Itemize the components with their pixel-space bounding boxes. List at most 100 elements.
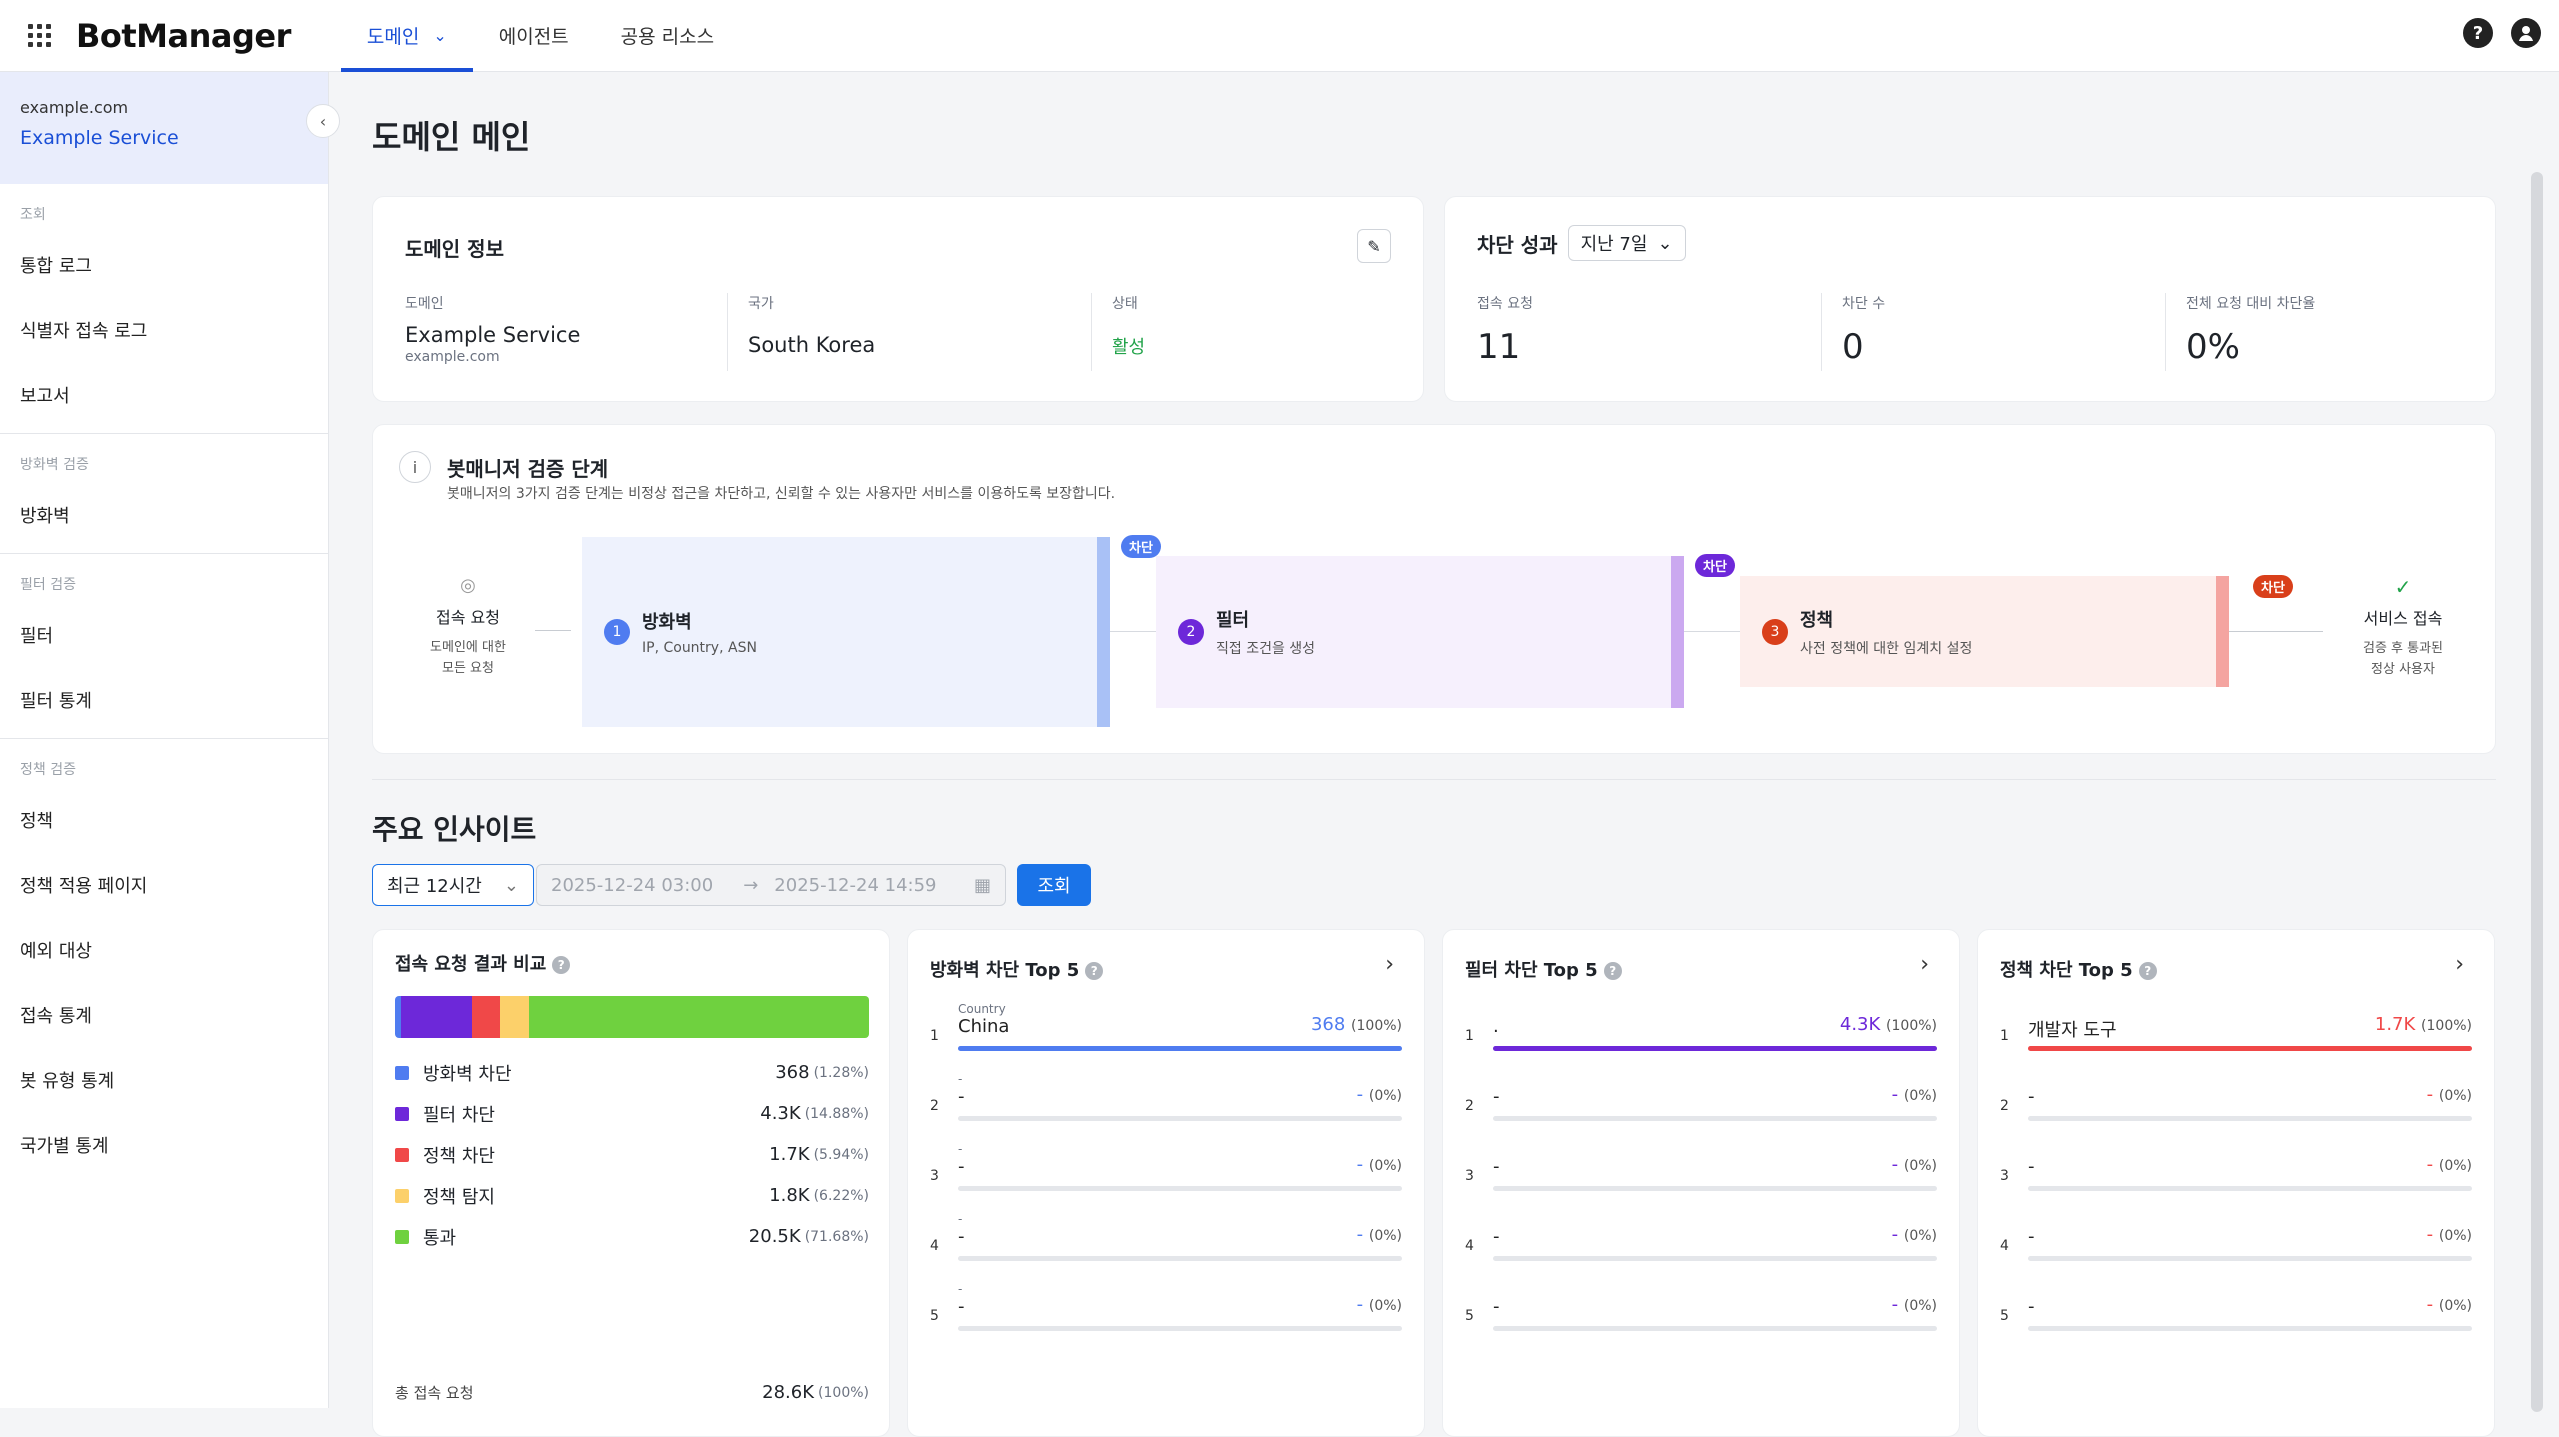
divider [0, 738, 328, 739]
tab-domain[interactable]: 도메인 ⌄ [340, 0, 473, 72]
user-account-icon[interactable] [2511, 18, 2541, 48]
help-icon[interactable]: ? [1603, 962, 1622, 980]
top-bar: BotManager 도메인 ⌄ 에이전트 공용 리소스 ? [0, 0, 2559, 72]
stacked-bar [395, 996, 869, 1038]
flow-step-number: 3 [1762, 618, 1788, 645]
top5-row: 5-- (0%) [2000, 1282, 2472, 1352]
sidebar-item-exceptions[interactable]: 예외 대상 [20, 940, 92, 962]
top5-rank: 5 [930, 1308, 939, 1324]
status-label: 상태 [1112, 296, 1138, 312]
top5-pct: (0%) [2438, 1158, 2472, 1174]
range-select[interactable]: 최근 12시간 ⌄ [372, 864, 534, 906]
total-label: 총 접속 요청 [395, 1384, 474, 1402]
help-icon[interactable]: ? [552, 956, 571, 974]
search-button[interactable]: 조회 [1017, 864, 1091, 906]
top5-card-filter[interactable]: 필터 차단 Top 5? › 1. 4.3K (100%) 2- - (0%) 3- - … [1442, 929, 1960, 1437]
legend-value: 1.8K [769, 1185, 810, 1206]
chevron-right-icon[interactable]: › [1385, 952, 1394, 977]
top5-card-policy[interactable]: 정책 차단 Top 5? › 1 개발자 도구 1.7K (100%) 2- - (0%… [1977, 929, 2495, 1437]
metric-block-rate: 전체 요청 대비 차단율 0% [2165, 293, 2465, 371]
top5-bar-track [958, 1046, 1402, 1051]
help-icon[interactable]: ? [2463, 18, 2493, 48]
help-icon[interactable]: ? [2138, 962, 2157, 980]
top5-pct: (0%) [1903, 1158, 1937, 1174]
sidebar-collapse-button[interactable]: ‹ [306, 104, 340, 138]
app-grid-icon[interactable] [20, 17, 58, 55]
tab-agent[interactable]: 에이전트 [473, 0, 595, 72]
sidebar-domain-header[interactable]: example.com Example Service [0, 72, 328, 184]
domain-info-title: 도메인 정보 [405, 237, 504, 261]
legend-pct: (5.94%) [813, 1146, 869, 1163]
top5-title: 필터 차단 Top 5 [1465, 960, 1598, 981]
legend-label: 통과 [423, 1227, 457, 1249]
domain-label: 도메인 [405, 296, 444, 312]
top5-row: 4-- (0%) [1465, 1212, 1937, 1282]
edit-icon[interactable]: ✎ [1357, 229, 1391, 263]
top5-row: 4-- (0%) [2000, 1212, 2472, 1282]
legend-value: 1.7K [769, 1144, 810, 1165]
legend-pct: (1.28%) [813, 1064, 869, 1081]
top5-name: - [1493, 1226, 1500, 1247]
flow-end-sub2: 정상 사용자 [2371, 662, 2435, 677]
top5-subtitle: - [958, 1072, 963, 1086]
date-range-picker[interactable]: 2025-12-24 03:00 → 2025-12-24 14:59 ▦ [536, 864, 1006, 906]
flow-step-bar [1671, 556, 1684, 708]
top5-value-group: - (0%) [2427, 1084, 2472, 1105]
top5-value: 368 [1310, 1014, 1346, 1035]
top5-list: 1. 4.3K (100%) 2- - (0%) 3- - (0%) 4- - (0%) 5- -… [1465, 1002, 1937, 1352]
sidebar-service: Example Service [20, 127, 179, 149]
sidebar-item-policy-pages[interactable]: 정책 적용 페이지 [20, 875, 148, 897]
legend-swatch [395, 1188, 409, 1203]
flow-step-firewall: 1 방화벽 IP, Country, ASN [582, 537, 1097, 727]
top5-value-group: 1.7K (100%) [2375, 1014, 2472, 1035]
legend-row: 정책 차단 1.7K (5.94%) [395, 1134, 869, 1175]
metric-label: 접속 요청 [1477, 296, 1533, 312]
top5-list: 1 개발자 도구 1.7K (100%) 2- - (0%) 3- - (0%) 4- - (0… [2000, 1002, 2472, 1352]
legend-row: 방화벽 차단 368 (1.28%) [395, 1052, 869, 1093]
top5-bar-track [2028, 1256, 2472, 1261]
flow-step-filter: 2 필터 직접 조건을 생성 [1156, 556, 1671, 708]
sidebar-item-bot-type-stats[interactable]: 봇 유형 통계 [20, 1070, 115, 1092]
top5-pct: (0%) [1903, 1298, 1937, 1314]
sidebar-item-access-stats[interactable]: 접속 통계 [20, 1005, 92, 1027]
domain-info-country: 국가 South Korea [727, 293, 1091, 371]
sidebar-item-filter[interactable]: 필터 [20, 625, 54, 647]
sidebar-item-firewall[interactable]: 방화벽 [20, 505, 70, 527]
sidebar-item-identifier-access-log[interactable]: 식별자 접속 로그 [20, 320, 148, 342]
top5-value: - [2426, 1154, 2434, 1175]
sidebar-item-policy[interactable]: 정책 [20, 810, 54, 832]
chevron-right-icon[interactable]: › [2455, 952, 2464, 977]
chevron-right-icon[interactable]: › [1920, 952, 1929, 977]
sidebar-item-filter-stats[interactable]: 필터 통계 [20, 690, 92, 712]
top5-value-group: - (0%) [2427, 1294, 2472, 1315]
flow-end: ✓ 서비스 접속 검증 후 통과된 정상 사용자 [2333, 575, 2473, 677]
scrollbar[interactable] [2531, 172, 2543, 1412]
block-performance-header: 차단 성과 지난 7일 ⌄ [1477, 225, 1686, 261]
top5-value-group: - (0%) [1892, 1084, 1937, 1105]
arrow-right-icon: → [743, 874, 759, 896]
top5-bar-track [1493, 1046, 1937, 1051]
sidebar-item-country-stats[interactable]: 국가별 통계 [20, 1135, 109, 1157]
flow-step-bar [1097, 537, 1110, 727]
top5-value: 4.3K [1839, 1014, 1881, 1035]
legend-value: 20.5K [748, 1226, 801, 1247]
top5-value: - [1356, 1224, 1364, 1245]
block-badge: 차단 [1121, 535, 1161, 558]
top5-pct: (0%) [1903, 1088, 1937, 1104]
top5-bar-track [958, 1256, 1402, 1261]
top5-value: - [1356, 1084, 1364, 1105]
period-select[interactable]: 지난 7일 ⌄ [1567, 225, 1686, 261]
flow-end-sub1: 검증 후 통과된 [2362, 641, 2444, 656]
stacked-bar-segment [401, 996, 472, 1038]
help-icon[interactable]: ? [1085, 962, 1104, 980]
total-value: 28.6K [762, 1382, 815, 1403]
top5-rank: 4 [2000, 1238, 2009, 1254]
top5-subtitle: - [958, 1212, 963, 1226]
tab-shared-resources[interactable]: 공용 리소스 [595, 0, 740, 72]
sidebar-item-report[interactable]: 보고서 [20, 385, 70, 407]
divider [372, 779, 2496, 780]
sidebar-item-integrated-log[interactable]: 통합 로그 [20, 255, 92, 277]
top5-card-firewall[interactable]: 방화벽 차단 Top 5? › 1 Country China 368 (100%) 2… [907, 929, 1425, 1437]
top5-rank: 2 [2000, 1098, 2009, 1114]
compare-title: 접속 요청 결과 비교 [395, 954, 547, 975]
